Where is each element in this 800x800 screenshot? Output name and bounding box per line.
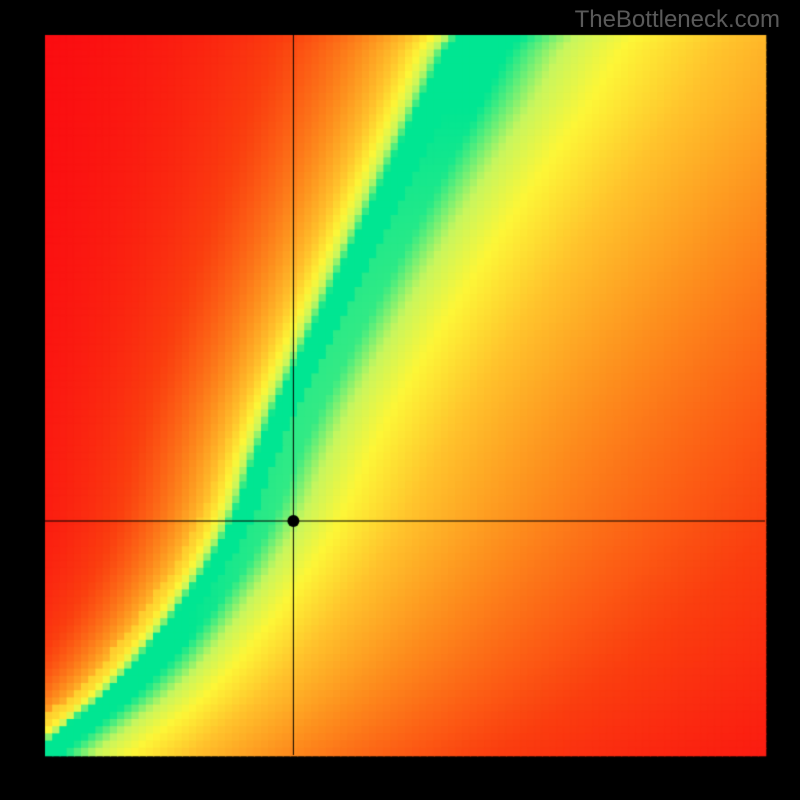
bottleneck-heatmap [0, 0, 800, 800]
watermark-text: TheBottleneck.com [575, 6, 780, 34]
